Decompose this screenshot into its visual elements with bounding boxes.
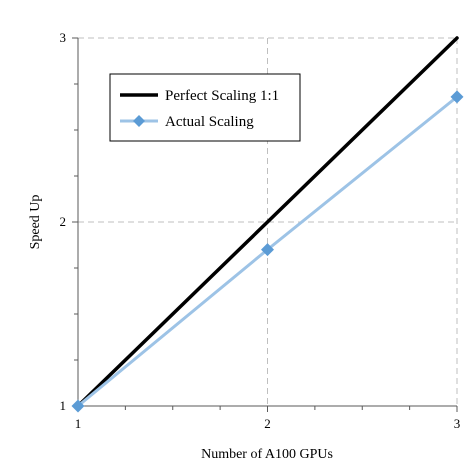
x-tick-label-3: 3 bbox=[454, 416, 461, 431]
data-point-actual-scaling bbox=[261, 243, 274, 257]
tick-labels: 1 2 3 1 2 3 bbox=[60, 30, 461, 431]
x-tick-label-2: 2 bbox=[264, 416, 271, 431]
y-axis-title: Speed Up bbox=[28, 195, 43, 250]
x-axis-title: Number of A100 GPUs bbox=[201, 447, 333, 462]
legend-label-perfect-scaling: Perfect Scaling 1:1 bbox=[165, 88, 279, 104]
legend-label-actual-scaling: Actual Scaling bbox=[165, 114, 254, 130]
legend-box bbox=[109, 73, 301, 142]
series bbox=[71, 36, 464, 413]
series-line-perfect-scaling bbox=[76, 36, 459, 408]
y-tick-label-3: 3 bbox=[60, 30, 67, 45]
data-point-actual-scaling bbox=[450, 90, 464, 104]
y-tick-label-2: 2 bbox=[60, 214, 67, 229]
y-tick-label-1: 1 bbox=[60, 398, 67, 413]
legend-marker-actual-scaling bbox=[133, 115, 145, 127]
data-point-actual-scaling bbox=[71, 399, 85, 413]
legend: Perfect Scaling 1:1 Actual Scaling bbox=[109, 73, 301, 142]
x-tick-label-1: 1 bbox=[75, 416, 82, 431]
